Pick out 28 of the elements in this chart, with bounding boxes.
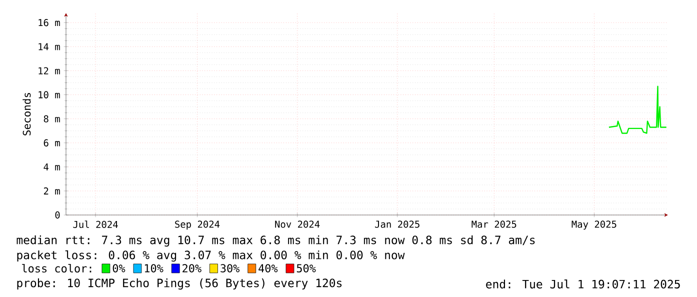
text: median rtt: 7.3 ms avg 10.7 ms max 6.8 ms min 7.3 ms now 0.8 ms sd 8.7 am/s [16,235,535,247]
text: end: Tue Jul 1 19:07:11 2025 [486,280,680,288]
y-tick-label: 2 m [44,187,60,194]
x-tick-label: Nov 2024 [275,220,320,228]
y-tick-label: 16 m [38,19,60,26]
legend-label: 0% [112,264,126,272]
x-tick-label: Mar 2025 [472,220,516,228]
y-axis-title: Seconds [22,93,31,136]
legend-label: 50% [296,264,316,272]
x-tick-label: Sep 2024 [175,220,220,230]
legend-title: loss color: [22,264,92,273]
legend-label: 40% [258,264,278,272]
legend-label: 20% [182,264,202,272]
y-tick-label: 0 [55,211,60,219]
x-tick-label: Jul 2024 [73,220,118,228]
y-tick-label: 12 m [38,67,60,74]
y-tick-label: 4 m [44,163,60,170]
y-tick-label: 8 m [44,115,60,122]
x-tick-label: May 2025 [572,220,616,230]
text: probe: 10 ICMP Echo Pings (56 Bytes) every 120s [17,278,342,290]
line-series [608,86,667,134]
text: packet loss: 0.06 % avg 3.07 % max 0.00 % min 0.00 % now [17,250,405,262]
x-tick-label: Jan 2025 [375,220,420,228]
legend-label: 30% [220,264,240,272]
y-tick-label: 6 m [44,139,60,146]
legend-label: 10% [144,264,164,272]
y-tick-label: 10 m [38,91,60,98]
y-tick-label: 14 m [38,43,60,50]
